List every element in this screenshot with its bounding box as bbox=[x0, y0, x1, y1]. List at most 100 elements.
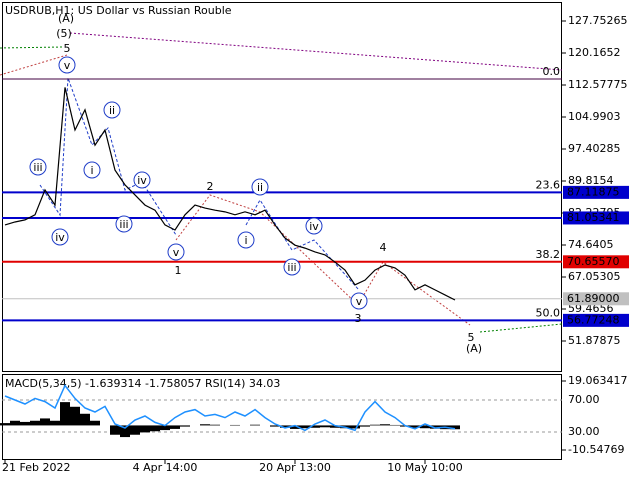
y2-tick-label: 70.00 bbox=[568, 393, 600, 406]
wave-label: 5 bbox=[64, 42, 71, 55]
price-line bbox=[4, 87, 456, 301]
wave-label: 4 bbox=[380, 241, 387, 254]
macd-bar bbox=[310, 425, 320, 428]
wave-label: iv bbox=[137, 174, 147, 187]
macd-bar bbox=[130, 425, 140, 435]
macd-bar bbox=[280, 425, 290, 428]
macd-bar bbox=[450, 425, 460, 430]
level-label: 87.11875 bbox=[567, 185, 620, 198]
wave-circle bbox=[58, 56, 76, 74]
wave-circle bbox=[251, 178, 269, 196]
wave-circle bbox=[350, 292, 368, 310]
wave-label: (5) bbox=[56, 27, 72, 40]
wave-label: v bbox=[173, 246, 180, 259]
x-tick-label: 10 May 10:00 bbox=[387, 461, 462, 474]
macd-bar bbox=[210, 424, 220, 426]
y-tick-label: 51.87875 bbox=[568, 334, 621, 347]
macd-bar bbox=[120, 425, 130, 438]
wave-circle bbox=[305, 217, 323, 235]
wave-circle bbox=[103, 101, 121, 119]
wave-label: v bbox=[64, 59, 71, 72]
y-tick-label: 89.8154 bbox=[568, 174, 614, 187]
macd-bar bbox=[0, 423, 10, 426]
level-box bbox=[563, 211, 629, 225]
fib-label: 23.6 bbox=[536, 178, 561, 191]
y-tick-label: 104.9903 bbox=[568, 110, 621, 123]
wave-label: 2 bbox=[207, 180, 214, 193]
level-label: 56.77248 bbox=[567, 313, 620, 326]
wave-label: iv bbox=[309, 220, 319, 233]
wave-label: i bbox=[90, 164, 93, 177]
macd-bar bbox=[90, 420, 100, 426]
wave-label: 3 bbox=[355, 312, 362, 325]
chart-title: USDRUB,H1: US Dollar vs Russian Rouble bbox=[5, 4, 232, 17]
macd-bar bbox=[300, 425, 310, 429]
macd-bar bbox=[50, 420, 60, 426]
macd-bar bbox=[370, 424, 380, 426]
level-label: 70.65570 bbox=[567, 255, 620, 268]
wave-label: iii bbox=[287, 261, 296, 274]
macd-bar bbox=[80, 413, 90, 426]
macd-bar bbox=[430, 425, 440, 429]
y2-tick-label: 30.00 bbox=[568, 425, 600, 438]
y-tick-label: 127.75265 bbox=[568, 14, 628, 27]
macd-bar bbox=[410, 425, 420, 428]
wave-label: ii bbox=[257, 181, 263, 194]
level-box bbox=[563, 292, 629, 306]
wave-label: i bbox=[244, 234, 247, 247]
wave-line bbox=[175, 194, 471, 326]
macd-bar bbox=[110, 425, 120, 435]
macd-bar bbox=[360, 425, 370, 427]
wave-label: (A) bbox=[466, 342, 482, 355]
x-tick-label: 21 Feb 2022 bbox=[2, 461, 70, 474]
x-tick-label: 20 Apr 13:00 bbox=[259, 461, 331, 474]
macd-bar bbox=[160, 425, 170, 431]
macd-bar bbox=[380, 424, 390, 426]
y-tick-label: 112.57775 bbox=[568, 78, 628, 91]
fib-label: 50.0 bbox=[536, 306, 561, 319]
wave-label: (A) bbox=[58, 12, 74, 25]
level-box bbox=[563, 313, 629, 327]
wave-label: iv bbox=[55, 231, 65, 244]
macd-bar bbox=[30, 420, 40, 426]
macd-bar bbox=[60, 402, 70, 426]
level-label: 81.05341 bbox=[567, 211, 620, 224]
wave-circle bbox=[167, 243, 185, 261]
indicator-frame bbox=[2, 374, 562, 460]
wave-circle bbox=[115, 215, 133, 233]
macd-bar bbox=[350, 425, 360, 429]
wave-label: iii bbox=[119, 218, 128, 231]
fib-label: 38.2 bbox=[536, 248, 561, 261]
macd-bar bbox=[10, 420, 20, 426]
wave-circle bbox=[237, 231, 255, 249]
wave-circle bbox=[133, 171, 151, 189]
wave-label: v bbox=[356, 295, 363, 308]
macd-bar bbox=[180, 425, 190, 427]
level-box bbox=[563, 255, 629, 269]
wave-label: 5 bbox=[468, 331, 475, 344]
y-tick-label: 19.063417 bbox=[568, 374, 628, 387]
macd-bar bbox=[330, 425, 340, 428]
indicator-title: MACD(5,34,5) -1.639314 -1.758057 RSI(14)… bbox=[5, 377, 280, 390]
trend-line bbox=[479, 323, 563, 333]
wave-circle bbox=[29, 158, 47, 176]
macd-bar bbox=[420, 425, 430, 429]
main-frame bbox=[2, 2, 562, 372]
macd-bar bbox=[150, 425, 160, 432]
y-tick-label: -10.54769 bbox=[568, 443, 624, 456]
macd-bar bbox=[290, 425, 300, 429]
wave-circle bbox=[83, 161, 101, 179]
macd-bar bbox=[20, 421, 30, 426]
macd-bar bbox=[40, 418, 50, 426]
wave-label: iii bbox=[33, 161, 42, 174]
wave-label: 1 bbox=[175, 264, 182, 277]
x-tick-label: 4 Apr 14:00 bbox=[133, 461, 198, 474]
wave-circle bbox=[51, 228, 69, 246]
level-box bbox=[563, 185, 629, 199]
y-tick-label: 97.40285 bbox=[568, 142, 621, 155]
macd-bar bbox=[200, 424, 210, 426]
macd-bar bbox=[140, 425, 150, 433]
rsi-line bbox=[4, 384, 456, 432]
